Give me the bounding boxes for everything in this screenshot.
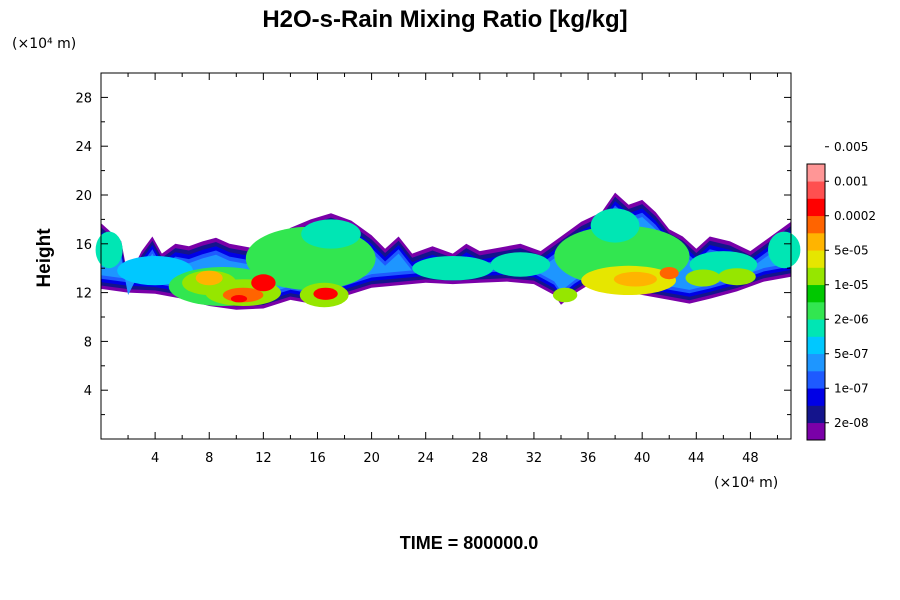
x-tick-labels: 4 8 12 16 20 24 28 32 36 40 44 48 xyxy=(151,451,759,466)
y-tick-label: 28 xyxy=(75,91,92,106)
field-region xyxy=(685,269,721,287)
colorbar-label: 1e-05 xyxy=(834,278,869,292)
y-tick-labels: 4 8 12 16 20 24 28 xyxy=(75,91,92,399)
field-region xyxy=(490,252,551,277)
colorbar-swatch xyxy=(807,319,825,337)
colorbar-label: 1e-07 xyxy=(834,381,869,395)
colorbar-swatch xyxy=(807,422,825,441)
x-tick-label: 48 xyxy=(742,451,759,466)
y-tick-label: 24 xyxy=(75,140,92,155)
colorbar-swatch xyxy=(807,181,825,199)
colorbar-swatch xyxy=(807,198,825,217)
x-tick-label: 8 xyxy=(205,451,213,466)
y-tick-label: 8 xyxy=(84,335,92,350)
x-tick-label: 36 xyxy=(580,451,597,466)
y-tick-label: 12 xyxy=(75,287,92,302)
field-region xyxy=(95,231,123,269)
colorbar-swatch xyxy=(807,371,825,389)
x-tick-label: 16 xyxy=(309,451,326,466)
x-tick-label: 44 xyxy=(688,451,705,466)
colorbar: 2e-08 1e-07 5e-07 2e-06 1e-05 5e-05 0.0002 0.00… xyxy=(806,140,876,441)
axis-ticks xyxy=(101,73,791,439)
field-region xyxy=(590,208,640,243)
x-tick-label: 20 xyxy=(363,451,380,466)
colorbar-label: 2e-06 xyxy=(834,312,869,326)
colorbar-label: 5e-05 xyxy=(834,243,869,257)
field-region xyxy=(230,295,248,303)
colorbar-label: 0.005 xyxy=(834,140,868,154)
x-tick-label: 4 xyxy=(151,451,159,466)
x-unit-label: (×10⁴ m) xyxy=(714,475,778,491)
field-region xyxy=(195,270,223,286)
colorbar-swatch xyxy=(807,336,825,355)
time-label: TIME = 800000.0 xyxy=(400,533,539,553)
colorbar-label: 0.001 xyxy=(834,174,868,188)
colorbar-label: 2e-08 xyxy=(834,416,869,430)
x-tick-label: 40 xyxy=(634,451,651,466)
colorbar-swatch xyxy=(807,388,825,406)
colorbar-label: 5e-07 xyxy=(834,347,869,361)
colorbar-swatch xyxy=(807,164,825,182)
y-tick-label: 20 xyxy=(75,189,92,204)
x-tick-label: 28 xyxy=(472,451,489,466)
plot-area xyxy=(95,72,801,440)
x-tick-label: 12 xyxy=(255,451,272,466)
x-tick-label: 32 xyxy=(526,451,543,466)
field-region xyxy=(613,271,658,287)
colorbar-swatch xyxy=(807,284,825,303)
chart-title: H2O-s-Rain Mixing Ratio [kg/kg] xyxy=(262,6,627,33)
y-unit-label: (×10⁴ m) xyxy=(12,36,76,52)
field-region xyxy=(718,268,756,286)
colorbar-frame xyxy=(806,163,826,441)
plot-frame xyxy=(100,72,792,440)
field-region xyxy=(552,287,578,303)
y-axis-title: Height xyxy=(34,228,55,288)
mixing-ratio-field xyxy=(95,192,801,310)
colorbar-swatch xyxy=(807,302,825,320)
x-tick-label: 24 xyxy=(417,451,434,466)
field-region xyxy=(117,256,193,286)
colorbar-label: 0.0002 xyxy=(834,209,876,223)
colorbar-swatch xyxy=(807,405,825,424)
y-tick-label: 4 xyxy=(84,384,92,399)
colorbar-swatch xyxy=(807,250,825,268)
field-region xyxy=(768,231,801,269)
field-region xyxy=(301,219,361,249)
y-tick-label: 16 xyxy=(75,238,92,253)
colorbar-swatch xyxy=(807,267,825,286)
field-region xyxy=(251,274,276,292)
field-region xyxy=(412,256,494,281)
field-region xyxy=(659,267,679,280)
colorbar-swatch xyxy=(807,215,825,234)
colorbar-swatch xyxy=(807,353,825,372)
field-region xyxy=(313,287,338,300)
colorbar-swatch xyxy=(807,233,825,251)
